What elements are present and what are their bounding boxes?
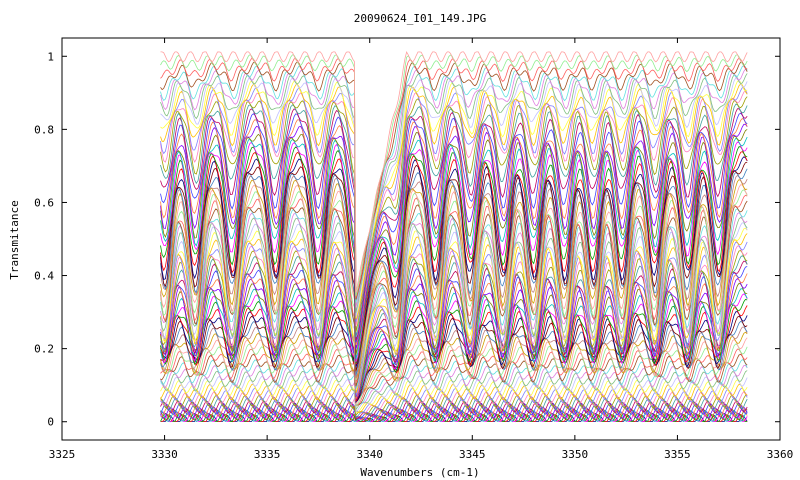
x-tick-label: 3330: [151, 448, 178, 461]
series-line: [160, 123, 748, 350]
x-tick-label: 3345: [459, 448, 486, 461]
x-tick-label: 3325: [49, 448, 76, 461]
series-group: [160, 51, 748, 423]
series-line: [160, 68, 748, 308]
y-tick-label: 0.4: [34, 270, 54, 283]
x-tick-label: 3360: [767, 448, 794, 461]
series-line: [160, 146, 748, 364]
series-line: [160, 402, 748, 420]
y-tick-label: 0.2: [34, 343, 54, 356]
series-line: [160, 136, 748, 360]
y-tick-label: 0.6: [34, 196, 54, 209]
series-line: [160, 216, 748, 390]
y-tick-label: 1: [47, 50, 54, 63]
series-line: [160, 174, 748, 378]
x-axis: 3325 3330 3335 3340 3345 3350 3355 3360: [49, 38, 794, 461]
y-axis-label: Transmitance: [8, 200, 21, 279]
series-line: [160, 87, 748, 322]
series-line: [160, 51, 748, 293]
series-line: [160, 364, 748, 408]
x-tick-label: 3350: [562, 448, 589, 461]
series-line: [160, 288, 748, 398]
series-line: [160, 250, 748, 395]
y-tick-label: 0.8: [34, 123, 54, 136]
series-line: [160, 54, 748, 296]
series-line: [160, 96, 748, 333]
x-tick-label: 3335: [254, 448, 281, 461]
chart-title: 20090624_I01_149.JPG: [354, 12, 486, 25]
y-axis: 0 0.2 0.4 0.6 0.8 1: [34, 50, 780, 429]
plot-frame: [61, 37, 781, 441]
series-line: [160, 320, 748, 401]
x-axis-label: Wavenumbers (cm-1): [360, 466, 479, 479]
series-line: [160, 112, 748, 343]
series-line: [160, 73, 748, 313]
x-tick-label: 3340: [356, 448, 383, 461]
x-tick-label: 3355: [664, 448, 691, 461]
series-line: [160, 184, 748, 379]
y-tick-label: 0: [47, 416, 54, 429]
series-line: [160, 406, 748, 421]
series-line: [160, 353, 748, 406]
series-line: [160, 397, 748, 419]
series-line: [160, 103, 748, 338]
